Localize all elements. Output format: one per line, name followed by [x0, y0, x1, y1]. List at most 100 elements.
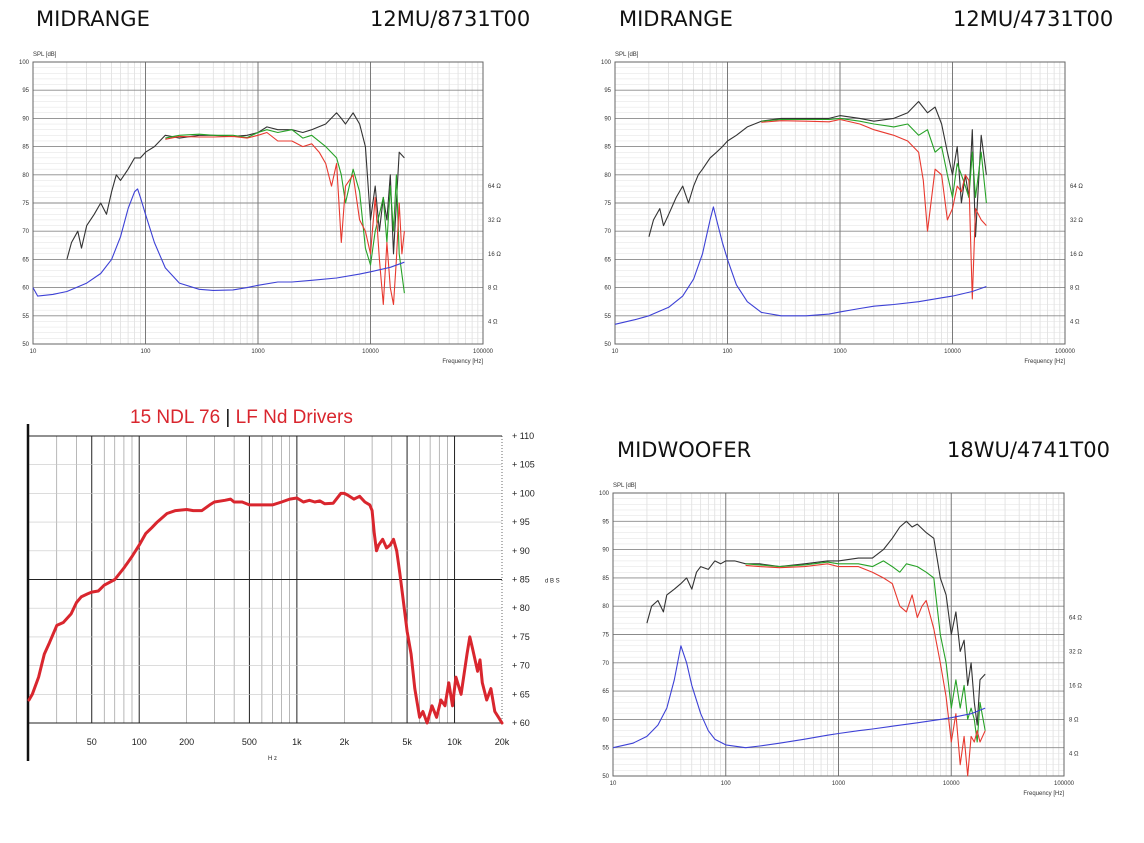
- impedance-tick-label: 64 Ω: [488, 184, 501, 190]
- impedance-tick-label: 16 Ω: [1070, 252, 1083, 258]
- impedance-tick-label: 64 Ω: [1069, 616, 1082, 622]
- y-tick-label: 55: [602, 746, 609, 752]
- y-tick-label: 60: [602, 717, 609, 723]
- y-tick-label: 100: [601, 60, 612, 66]
- y-tick-label: 55: [22, 314, 29, 320]
- x-tick-label: 20k: [495, 737, 510, 747]
- x-tick-label: 200: [179, 737, 194, 747]
- y-tick-label: + 70: [512, 661, 530, 671]
- x-tick-label: 100: [721, 781, 732, 787]
- y-tick-label: 65: [22, 257, 29, 263]
- response-curve-0: [27, 491, 504, 725]
- y-tick-label: 65: [602, 689, 609, 695]
- x-tick-label: 5k: [402, 737, 412, 747]
- x-axis-label: Frequency [Hz]: [1024, 359, 1065, 365]
- x-tick-label: 1000: [833, 349, 847, 355]
- x-tick-label: 100000: [1054, 781, 1075, 787]
- impedance-tick-label: 8 Ω: [1070, 286, 1080, 292]
- y-tick-label: + 60: [512, 718, 530, 728]
- impedance-tick-label: 4 Ω: [488, 319, 498, 325]
- x-tick-label: 500: [242, 737, 257, 747]
- impedance-tick-label: 8 Ω: [488, 286, 498, 292]
- x-tick-label: 100000: [1055, 349, 1076, 355]
- series-line-0: [648, 100, 987, 238]
- y-tick-label: 100: [599, 491, 610, 497]
- y-axis-label: SPL [dB]: [615, 52, 639, 58]
- y-tick-label: 50: [22, 342, 29, 348]
- impedance-tick-label: 16 Ω: [488, 252, 501, 258]
- chart2-title-right: 12MU/4731T00: [953, 7, 1114, 31]
- x-tick-label: 100: [140, 349, 151, 355]
- chart3-title-subtitle: LF Nd Drivers: [235, 407, 353, 428]
- y-tick-label: 90: [602, 548, 609, 554]
- x-tick-label: 1000: [251, 349, 265, 355]
- impedance-tick-label: 4 Ω: [1069, 751, 1079, 757]
- x-tick-label: 100: [132, 737, 147, 747]
- series-line-2: [761, 118, 987, 300]
- x-axis-label: Frequency [Hz]: [1023, 791, 1064, 797]
- y-tick-label: + 90: [512, 546, 530, 556]
- y-tick-label: + 85: [512, 575, 530, 585]
- chart3-title-model: 15 NDL 76: [130, 407, 221, 428]
- chart4-title-left: MIDWOOFER: [617, 438, 752, 462]
- series-line-1: [745, 560, 986, 743]
- y-tick-label: 85: [22, 145, 29, 151]
- chart3-title: 15 NDL 76 | LF Nd Drivers: [130, 407, 353, 429]
- y-tick-label: 75: [602, 633, 609, 639]
- plot-frame: [32, 61, 484, 345]
- series-line-2: [165, 131, 405, 306]
- y-tick-label: 80: [22, 173, 29, 179]
- y-tick-label: + 110: [512, 431, 534, 441]
- y-unit-label: d B S: [545, 579, 560, 585]
- x-axis-label: H z: [268, 756, 277, 762]
- y-tick-label: 60: [604, 286, 611, 292]
- y-tick-label: 80: [602, 604, 609, 610]
- y-tick-label: 75: [22, 201, 29, 207]
- impedance-tick-label: 64 Ω: [1070, 184, 1083, 190]
- impedance-tick-label: 4 Ω: [1070, 319, 1080, 325]
- y-tick-label: 80: [604, 173, 611, 179]
- y-tick-label: 75: [604, 201, 611, 207]
- impedance-tick-label: 32 Ω: [1070, 218, 1083, 224]
- y-tick-label: 60: [22, 286, 29, 292]
- x-tick-label: 10000: [362, 349, 379, 355]
- series-line-0: [66, 112, 405, 260]
- y-tick-label: 100: [19, 60, 30, 66]
- y-tick-label: 70: [22, 229, 29, 235]
- plot-frame: [612, 492, 1065, 777]
- series-line-3: [612, 645, 986, 749]
- y-tick-label: 50: [602, 774, 609, 780]
- y-tick-label: 95: [604, 88, 611, 94]
- x-tick-label: 2k: [340, 737, 350, 747]
- y-tick-label: 85: [604, 145, 611, 151]
- x-tick-label: 100: [722, 349, 733, 355]
- impedance-tick-label: 32 Ω: [488, 218, 501, 224]
- y-tick-label: + 80: [512, 603, 530, 613]
- y-tick-label: + 100: [512, 488, 535, 498]
- x-tick-label: 10k: [447, 737, 462, 747]
- x-tick-label: 10: [610, 781, 617, 787]
- chart1-title-right: 12MU/8731T00: [370, 7, 531, 31]
- x-tick-label: 10000: [943, 781, 960, 787]
- x-tick-label: 10000: [944, 349, 961, 355]
- x-tick-label: 100000: [473, 349, 494, 355]
- y-tick-label: 55: [604, 314, 611, 320]
- y-tick-label: + 75: [512, 632, 530, 642]
- y-tick-label: + 105: [512, 460, 535, 470]
- series-line-0: [646, 520, 986, 726]
- y-tick-label: 50: [604, 342, 611, 348]
- y-tick-label: 65: [604, 257, 611, 263]
- series-line-1: [165, 129, 405, 294]
- y-tick-label: 95: [602, 519, 609, 525]
- impedance-tick-label: 8 Ω: [1069, 717, 1079, 723]
- x-tick-label: 10: [612, 349, 619, 355]
- x-tick-label: 1000: [832, 781, 846, 787]
- impedance-tick-label: 16 Ω: [1069, 683, 1082, 689]
- series-line-3: [32, 188, 405, 297]
- plot-frame: [614, 61, 1066, 345]
- series-line-3: [614, 206, 987, 325]
- y-tick-label: + 95: [512, 517, 530, 527]
